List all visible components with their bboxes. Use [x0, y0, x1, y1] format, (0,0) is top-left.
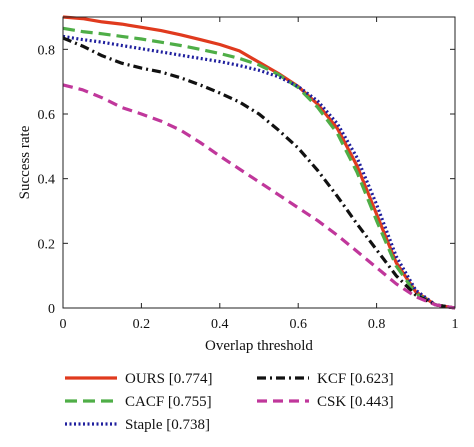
y-tick-label: 0.4 [38, 173, 56, 188]
legend-label-4: CSK [0.443] [317, 394, 394, 410]
legend-label-0: OURS [0.774] [125, 371, 213, 387]
series-layer [62, 15, 456, 310]
y-tick-label: 0.6 [38, 108, 56, 123]
x-tick-label: 0 [60, 317, 67, 332]
x-tick-label: 0.2 [133, 317, 151, 332]
x-tick-label: 0.4 [211, 317, 229, 332]
y-axis-label: Success rate [17, 125, 33, 199]
series-line-3 [62, 36, 456, 310]
x-tick-label: 0.8 [368, 317, 386, 332]
legend-label-3: KCF [0.623] [317, 371, 394, 387]
x-tick-label: 0.6 [289, 317, 307, 332]
series-line-1 [62, 26, 456, 310]
tick-layer: 0 0.2 0.4 0.6 0.8 1 0 0.2 0.4 0.6 0.8 [38, 17, 459, 332]
plot-frame [62, 16, 456, 309]
series-line-0 [62, 15, 456, 310]
x-axis-label: Overlap threshold [205, 338, 313, 354]
series-line-4 [62, 83, 456, 310]
legend-label-2: Staple [0.738] [125, 417, 210, 433]
y-tick-label: 0.2 [38, 237, 56, 252]
legend: OURS [0.774] CACF [0.755] Staple [0.738] KC… [65, 371, 394, 433]
y-tick-label: 0 [48, 302, 55, 317]
x-tick-label: 1 [452, 317, 459, 332]
series-line-2 [62, 34, 456, 310]
legend-label-1: CACF [0.755] [125, 394, 212, 410]
y-tick-label: 0.8 [38, 43, 56, 58]
